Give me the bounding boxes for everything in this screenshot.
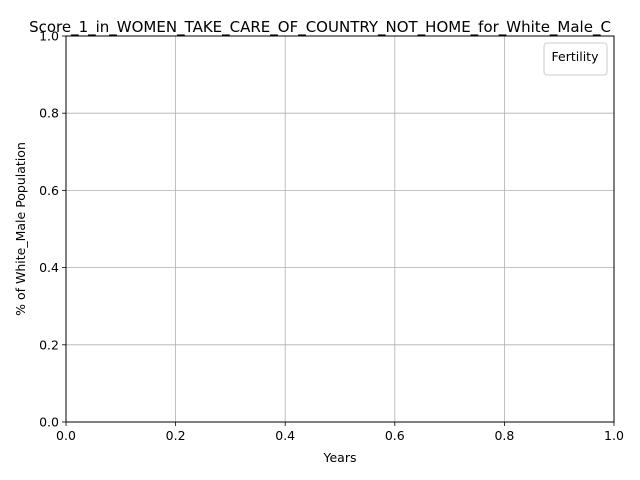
y-tick-label: 0.4: [39, 260, 59, 275]
y-axis-label: % of White_Male Population: [13, 142, 28, 316]
axis-ticks: 0.0 0.2 0.4 0.6 0.8 1.0 0.0 0.2 0.4 0.6 0.8 1.0: [39, 29, 624, 444]
grid-lines: [65, 35, 615, 423]
y-tick-label: 0.2: [39, 337, 59, 352]
x-tick-label: 0.4: [275, 428, 295, 443]
x-tick-label: 0.0: [56, 428, 76, 443]
y-tick-label: 0.8: [39, 106, 59, 121]
x-tick-label: 0.8: [494, 428, 514, 443]
chart-title: Score_1_in_WOMEN_TAKE_CARE_OF_COUNTRY_NO…: [29, 18, 611, 37]
plot-area-frame: [65, 35, 615, 423]
x-tick-label: 0.6: [385, 428, 405, 443]
y-tick-label: 0.6: [39, 183, 59, 198]
x-tick-label: 1.0: [604, 428, 624, 443]
x-tick-label: 0.2: [166, 428, 186, 443]
legend-box: [543, 42, 608, 76]
legend-title: Fertility: [552, 49, 600, 64]
x-axis-label: Years: [323, 450, 357, 465]
y-tick-label: 0.0: [39, 415, 59, 430]
legend: Fertility: [543, 42, 608, 76]
y-tick-label: 1.0: [39, 29, 59, 44]
